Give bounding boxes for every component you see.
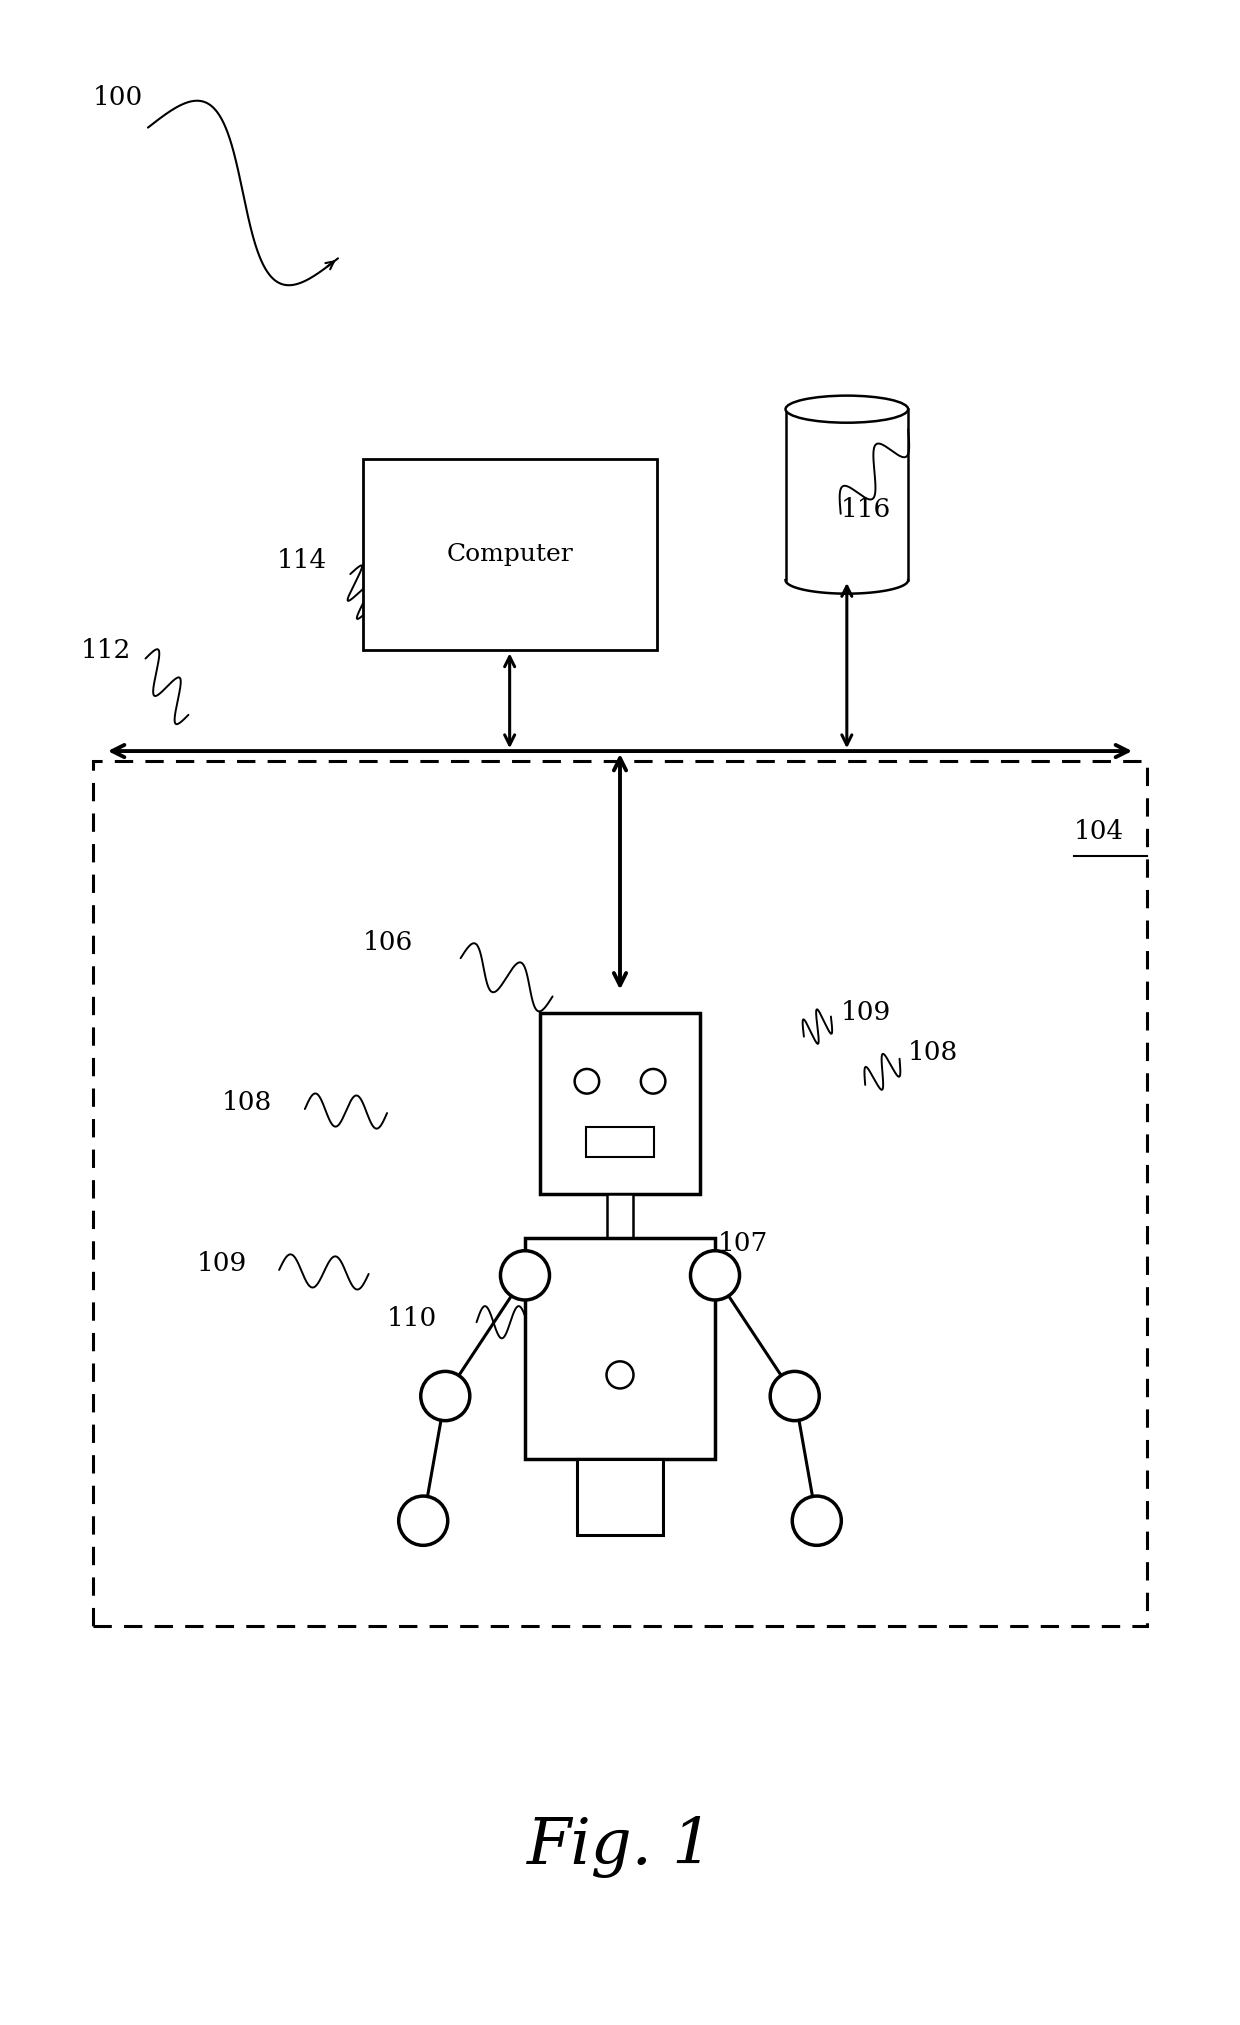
Text: 109: 109 — [197, 1251, 247, 1276]
FancyBboxPatch shape — [577, 1458, 663, 1535]
Ellipse shape — [785, 395, 908, 423]
Text: 116: 116 — [841, 498, 892, 522]
Text: 114: 114 — [277, 547, 327, 573]
Text: 110: 110 — [387, 1306, 438, 1330]
Polygon shape — [785, 409, 908, 593]
Text: 104: 104 — [1074, 818, 1123, 844]
Text: 108: 108 — [222, 1091, 272, 1116]
Ellipse shape — [420, 1371, 470, 1422]
Text: 109: 109 — [841, 1000, 892, 1025]
Ellipse shape — [606, 1361, 634, 1389]
Text: Fig. 1: Fig. 1 — [527, 1816, 713, 1877]
Ellipse shape — [574, 1069, 599, 1094]
Text: 100: 100 — [93, 85, 143, 109]
FancyBboxPatch shape — [606, 1193, 634, 1237]
Ellipse shape — [399, 1496, 448, 1545]
Ellipse shape — [792, 1496, 841, 1545]
Text: 108: 108 — [908, 1041, 959, 1065]
Text: 107: 107 — [718, 1231, 769, 1256]
FancyBboxPatch shape — [525, 1237, 715, 1458]
FancyBboxPatch shape — [587, 1128, 653, 1158]
Text: 112: 112 — [81, 638, 131, 662]
FancyBboxPatch shape — [541, 1012, 699, 1193]
Text: Computer: Computer — [446, 543, 573, 567]
Ellipse shape — [770, 1371, 820, 1422]
Ellipse shape — [691, 1251, 739, 1300]
Ellipse shape — [501, 1251, 549, 1300]
Ellipse shape — [641, 1069, 666, 1094]
Text: 106: 106 — [362, 929, 413, 954]
FancyBboxPatch shape — [362, 460, 657, 650]
